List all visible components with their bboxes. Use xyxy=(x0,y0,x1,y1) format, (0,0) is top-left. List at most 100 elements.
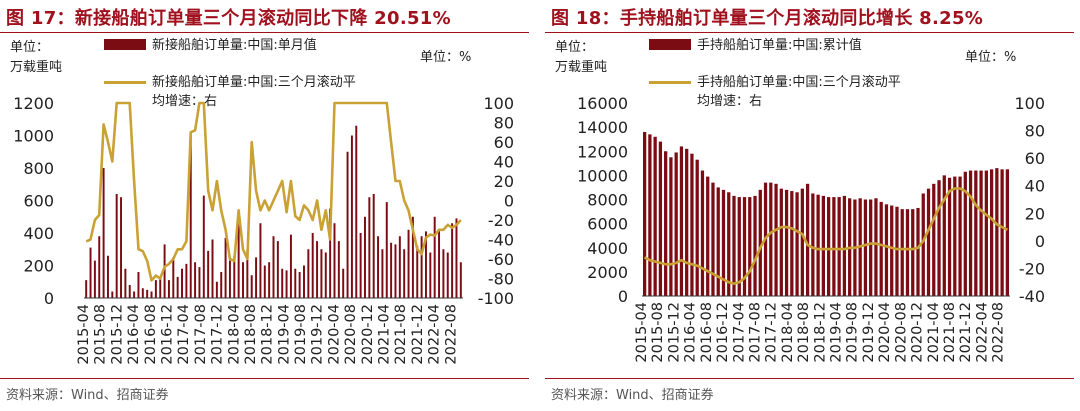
y-right-tick-label: -40 xyxy=(488,231,514,250)
bar xyxy=(93,260,96,298)
source-divider xyxy=(545,378,1074,379)
y-left-tick-label: 2000 xyxy=(587,263,628,282)
legend-label-cont: 均增速：右 xyxy=(152,94,218,109)
bar xyxy=(111,291,114,298)
bar xyxy=(215,281,218,298)
bar xyxy=(947,177,952,296)
x-tick-label: 2015-12 xyxy=(666,302,682,363)
x-tick-label: 2019-12 xyxy=(861,302,877,363)
plot-area: 0 2000 4000 6000 8000 10000 12000 14000 16000 -40… xyxy=(577,94,1045,363)
bar xyxy=(816,194,820,296)
bar xyxy=(307,249,310,298)
bar xyxy=(120,197,123,298)
bar xyxy=(832,197,836,296)
source-divider xyxy=(0,378,529,379)
x-tick-label: 2017-04 xyxy=(731,302,747,363)
bar xyxy=(438,229,441,298)
x-tick-label: 2018-12 xyxy=(260,304,276,365)
y-left-tick-label: 16000 xyxy=(577,94,628,113)
y-right-tick-label: 40 xyxy=(1025,177,1045,196)
y-right-tick-label: -40 xyxy=(1019,287,1045,306)
bar xyxy=(679,146,684,296)
bar xyxy=(716,187,720,296)
x-tick-label: 2017-04 xyxy=(176,304,192,365)
left-axis-unit: 单位： 万载重吨 xyxy=(555,38,607,78)
x-tick-label: 2020-12 xyxy=(910,302,926,363)
bar xyxy=(979,170,983,296)
bar xyxy=(98,236,101,298)
y-right-tick-label: 20 xyxy=(494,172,514,191)
source-note: 资料来源：Wind、招商证券 xyxy=(6,388,169,403)
x-tick-label: 2022-08 xyxy=(443,304,459,365)
bar xyxy=(842,195,847,296)
y-right-tick-label: -80 xyxy=(488,270,514,289)
bar xyxy=(185,263,188,298)
bar xyxy=(953,176,957,296)
y-right-tick-label: -100 xyxy=(478,289,514,308)
unit-label: 单位： xyxy=(555,40,595,55)
bar xyxy=(1000,169,1004,296)
x-tick-label: 2022-04 xyxy=(974,302,990,363)
x-tick-label: 2018-12 xyxy=(812,302,828,363)
bar xyxy=(368,197,371,298)
x-tick-label: 2020-08 xyxy=(893,302,909,363)
bar xyxy=(294,268,297,298)
bar xyxy=(311,233,314,298)
x-tick-label: 2016-08 xyxy=(699,302,715,363)
unit-label: 单位： xyxy=(10,40,50,55)
bar xyxy=(329,208,332,298)
bar xyxy=(737,197,741,296)
y-left-tick-label: 10000 xyxy=(577,166,628,185)
x-tick-label: 2015-12 xyxy=(109,304,125,365)
legend-line-text: 手持船舶订单量:中国:三个月滚动平 均增速：右 xyxy=(697,73,901,111)
x-tick-label: 2020-12 xyxy=(360,304,376,365)
bar xyxy=(774,183,778,296)
x-tick-label: 2020-04 xyxy=(877,302,893,363)
bar xyxy=(381,249,384,298)
bar xyxy=(826,197,831,296)
x-tick-label: 2016-04 xyxy=(683,302,699,363)
bar xyxy=(958,176,962,296)
y-left-tick-label: 14000 xyxy=(577,118,628,137)
bar xyxy=(128,285,131,298)
bar xyxy=(281,268,284,298)
bar xyxy=(242,262,244,298)
bar xyxy=(337,241,340,298)
bar xyxy=(800,188,804,296)
x-tick-label: 2019-04 xyxy=(276,304,292,365)
y-left-tick-label: 1200 xyxy=(13,94,54,113)
bar xyxy=(220,272,223,298)
y-right-tick-label: 80 xyxy=(494,114,514,133)
bar xyxy=(390,242,393,298)
x-tick-label: 2016-12 xyxy=(159,304,175,365)
x-tick-label: 2017-08 xyxy=(193,304,209,365)
bar xyxy=(769,182,773,296)
bar xyxy=(207,250,210,298)
bar xyxy=(350,135,353,298)
bar xyxy=(695,159,699,296)
bar xyxy=(451,223,454,298)
bar xyxy=(255,257,258,298)
right-axis-unit: 单位：% xyxy=(420,50,472,65)
bar xyxy=(298,272,301,298)
bar xyxy=(372,194,375,298)
x-tick-label: 2018-08 xyxy=(796,302,812,363)
x-tick-label: 2016-12 xyxy=(715,302,731,363)
bar xyxy=(863,199,868,296)
x-tick-label: 2021-08 xyxy=(393,304,409,365)
bar xyxy=(359,233,362,298)
bar xyxy=(905,209,910,296)
y-left-tick-label: 1000 xyxy=(13,127,54,146)
x-tick-label: 2017-08 xyxy=(747,302,763,363)
y-right-tick-label: 100 xyxy=(1014,94,1045,113)
bar xyxy=(259,223,262,298)
bar xyxy=(176,276,179,298)
x-tick-label: 2022-08 xyxy=(991,302,1007,363)
bar xyxy=(968,170,973,296)
bar xyxy=(890,205,894,296)
y-left-tick-label: 800 xyxy=(23,159,54,178)
bar xyxy=(333,223,336,298)
y-right-tick-label: -60 xyxy=(488,250,514,269)
x-tick-label: 2021-04 xyxy=(377,304,393,365)
legend-line-swatch xyxy=(104,81,146,84)
